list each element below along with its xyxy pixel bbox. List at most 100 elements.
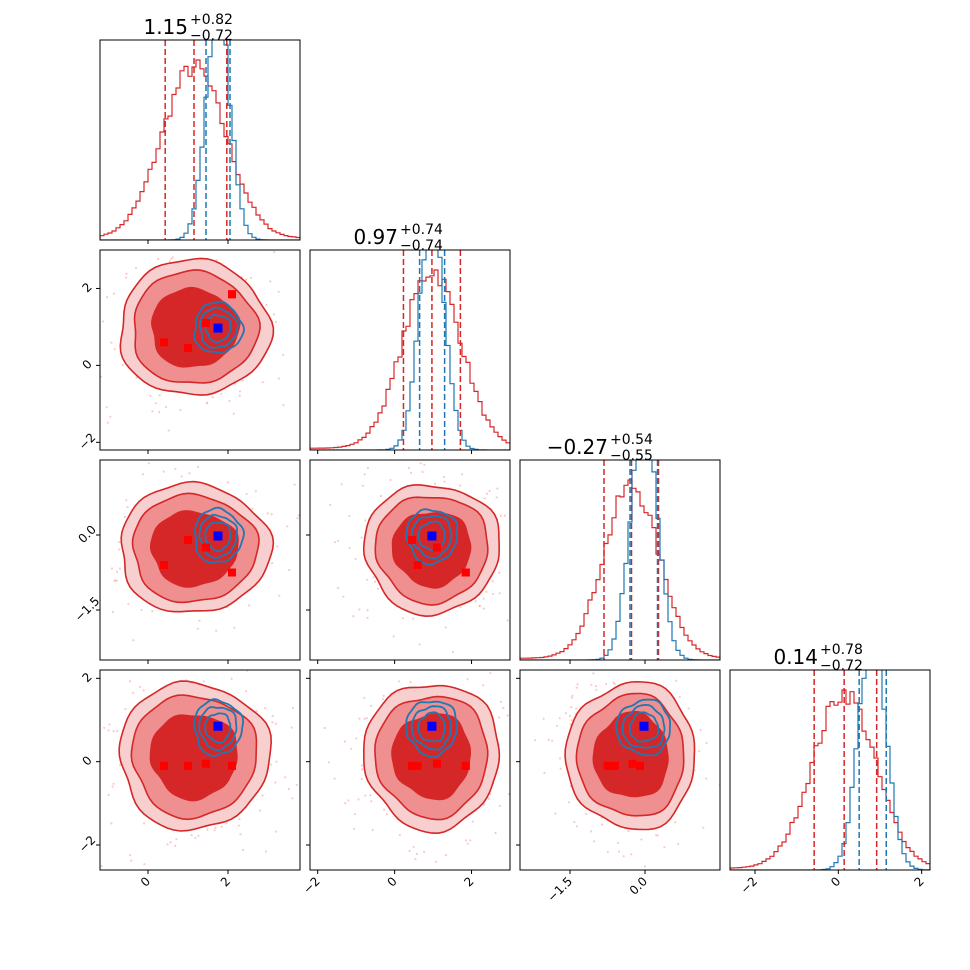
scatter-point	[238, 390, 242, 393]
scatter-point	[464, 839, 468, 842]
scatter-point	[329, 503, 332, 507]
scatter-point	[202, 680, 205, 683]
hist-blue-1	[100, 40, 300, 240]
scatter-point	[357, 798, 360, 801]
scatter-point	[106, 421, 109, 424]
scatter-point	[609, 622, 611, 624]
scatter-point	[140, 608, 143, 611]
scatter-point	[245, 231, 247, 233]
contour-blue-3	[417, 711, 446, 743]
scatter-point	[514, 548, 516, 550]
scatter-point	[150, 656, 152, 658]
scatter-point	[193, 421, 195, 423]
red-marker-3	[432, 759, 441, 768]
scatter-point	[277, 377, 280, 380]
hist-red-1	[100, 59, 300, 240]
y-tick-label: −1.5	[72, 594, 103, 625]
red-marker-5	[461, 761, 470, 770]
scatter-point	[197, 465, 200, 468]
scatter-point	[360, 536, 363, 539]
contour-blue-2	[198, 306, 239, 349]
scatter-point	[237, 652, 239, 654]
scatter-point	[174, 844, 177, 848]
scatter-point	[482, 607, 485, 610]
panel-title-value-3: −0.27	[547, 435, 608, 459]
scatter-point	[151, 246, 153, 248]
scatter-point	[282, 353, 285, 356]
scatter-point	[495, 496, 498, 499]
scatter-point	[333, 777, 336, 780]
scatter-point	[674, 821, 677, 824]
x-tick-label: 0.0	[627, 874, 650, 897]
scatter-point	[277, 290, 280, 293]
scatter-point	[119, 763, 122, 767]
scatter-point	[269, 280, 272, 283]
scatter-point	[461, 473, 464, 476]
scatter-point	[369, 794, 372, 797]
scatter-point	[118, 567, 122, 570]
scatter-point	[166, 843, 169, 846]
red-marker-2	[184, 344, 192, 353]
scatter-point	[381, 698, 385, 701]
scatter-point	[409, 681, 412, 684]
scatter-point	[353, 813, 356, 816]
scatter-point	[118, 548, 121, 551]
contour-blue-2	[621, 703, 666, 749]
scatter-point	[112, 782, 115, 785]
scatter-point	[433, 482, 437, 485]
panel-title-minus-3: −0.55	[610, 448, 653, 464]
scatter-point	[543, 771, 546, 775]
scatter-point	[483, 497, 486, 500]
hist-blue-2	[310, 250, 510, 450]
scatter-point	[163, 892, 165, 894]
scatter-point	[92, 324, 94, 326]
scatter-point	[627, 829, 630, 833]
scatter-point	[415, 852, 419, 856]
scatter-point	[188, 472, 191, 475]
density-panel-3-1	[97, 421, 301, 661]
panel-frame	[99, 669, 301, 871]
scatter-point	[96, 379, 98, 381]
scatter-point	[132, 639, 135, 642]
scatter-point	[124, 707, 127, 711]
scatter-point	[421, 470, 424, 474]
panel-frame	[99, 249, 301, 451]
scatter-point	[97, 518, 99, 520]
scatter-point	[530, 783, 532, 785]
scatter-point	[118, 653, 120, 655]
scatter-point	[412, 845, 415, 849]
scatter-point	[239, 833, 242, 836]
scatter-point	[319, 749, 321, 751]
scatter-point	[485, 492, 488, 495]
scatter-point	[103, 726, 106, 729]
scatter-point	[503, 514, 506, 517]
scatter-point	[343, 740, 347, 743]
scatter-point	[409, 471, 413, 474]
scatter-point	[482, 803, 485, 806]
scatter-point	[232, 412, 235, 415]
blue-marker	[213, 531, 223, 541]
panel-frame	[309, 459, 511, 661]
scatter-point	[311, 753, 313, 755]
scatter-point	[354, 557, 357, 561]
scatter-point	[161, 224, 163, 226]
panel-title-minus-2: −0.74	[400, 238, 443, 254]
scatter-point	[496, 487, 499, 490]
scatter-point	[110, 567, 114, 570]
scatter-point	[157, 257, 160, 261]
contour-blue-1	[193, 300, 245, 354]
scatter-point	[499, 700, 502, 703]
scatter-point	[143, 863, 146, 866]
scatter-point	[266, 512, 269, 515]
scatter-point	[82, 346, 84, 348]
scatter-point	[358, 717, 361, 720]
panel-frame	[309, 669, 511, 871]
scatter-point	[360, 777, 363, 781]
scatter-point	[606, 850, 609, 853]
scatter-point	[108, 723, 111, 726]
scatter-point	[364, 519, 367, 522]
hist-panel-3: −0.27 +0.54−0.55	[519, 432, 721, 661]
scatter-point	[361, 484, 364, 487]
scatter-point	[747, 710, 749, 712]
panel-frame	[309, 249, 511, 451]
